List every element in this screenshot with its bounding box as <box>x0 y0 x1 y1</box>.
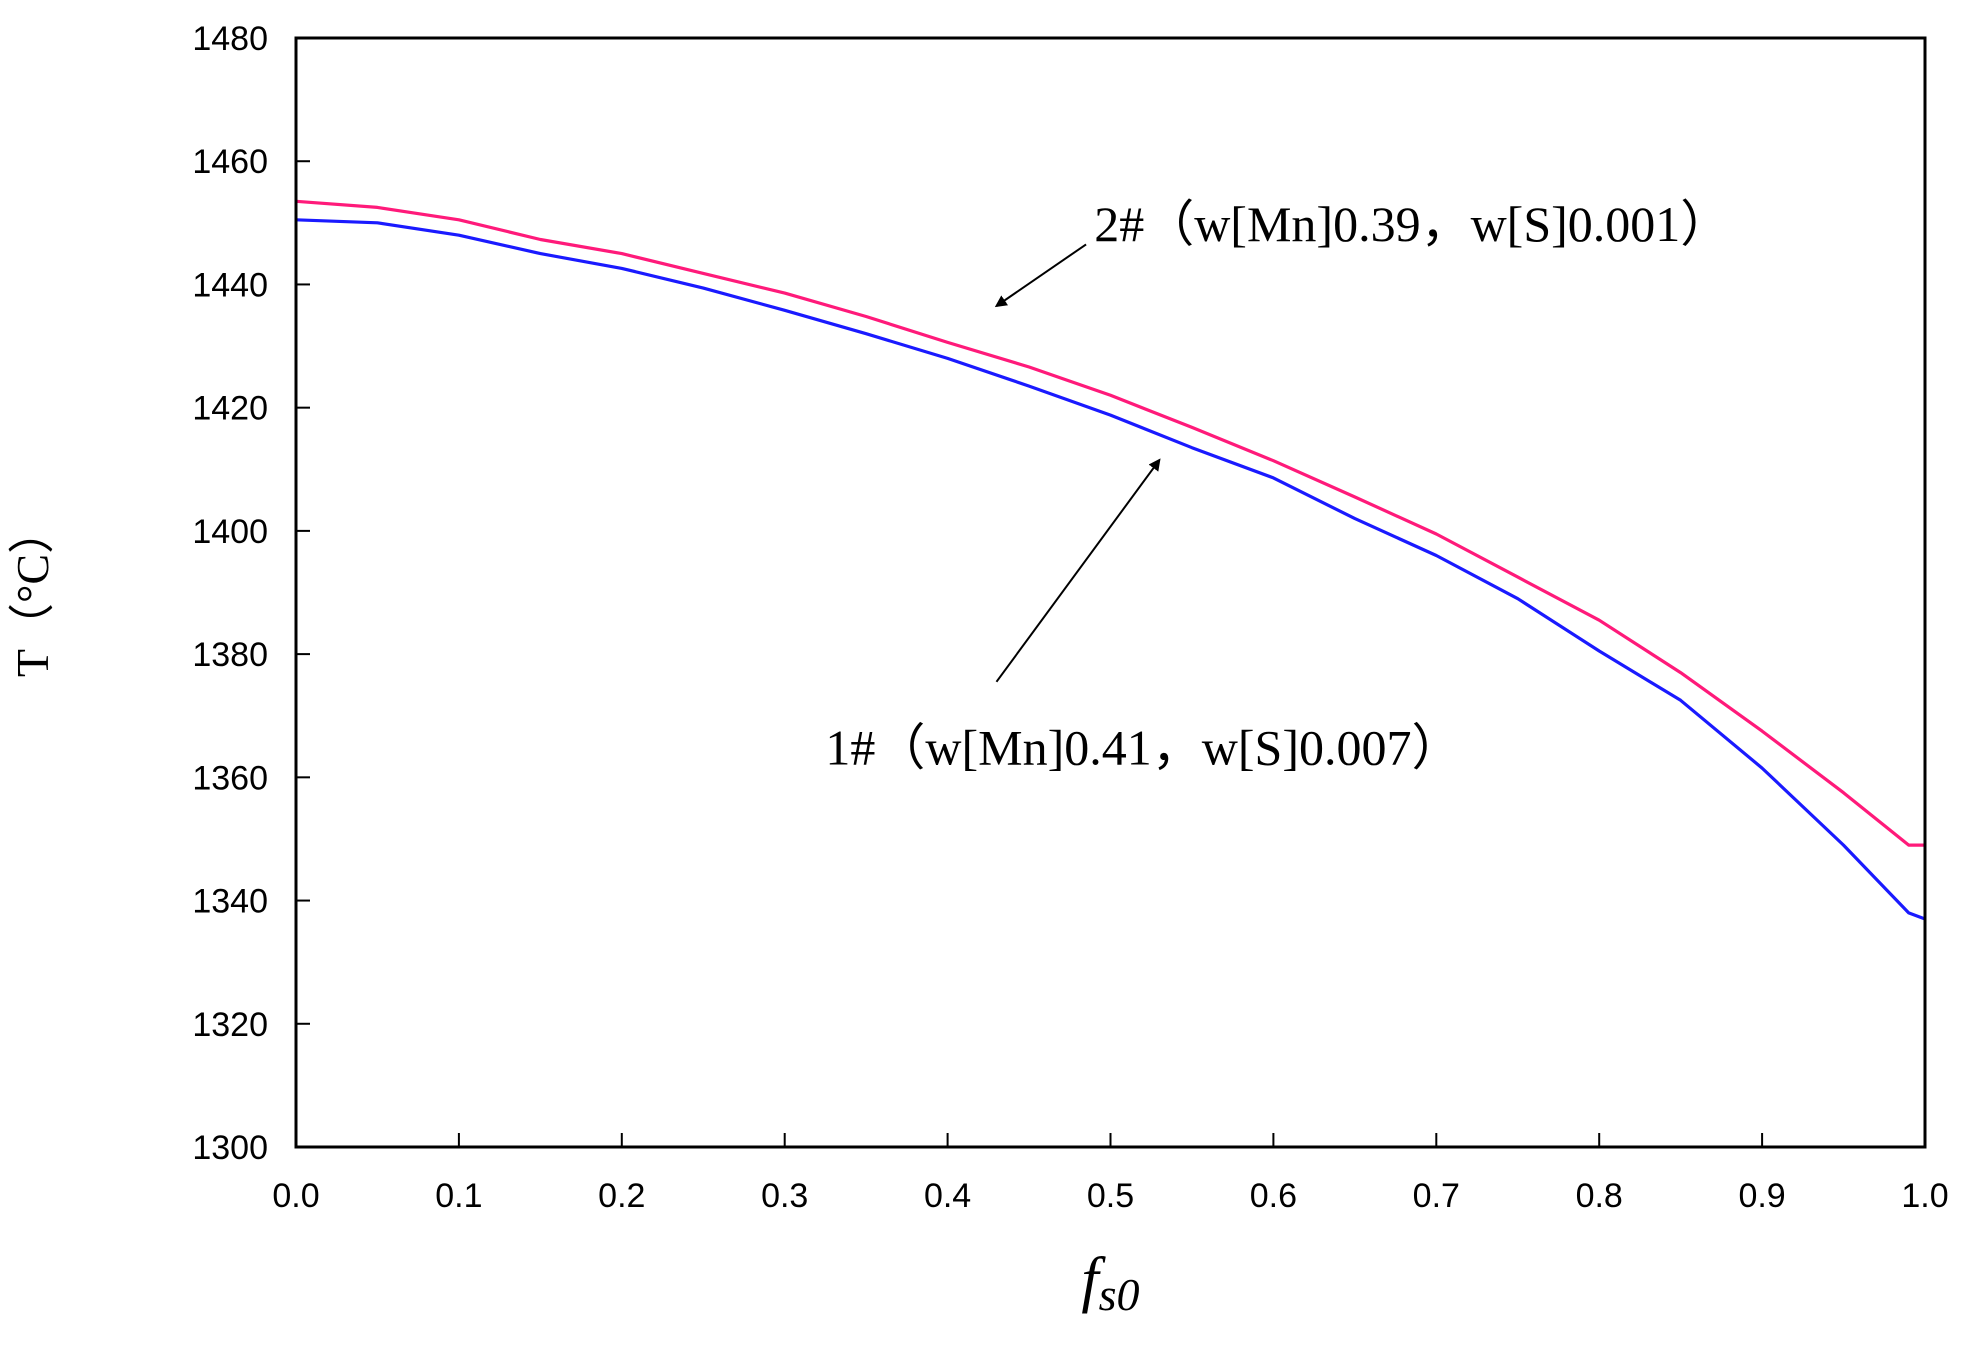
x-tick-label: 0.4 <box>924 1177 971 1215</box>
y-tick-label: 1480 <box>192 20 268 58</box>
series-line-2 <box>295 199 1925 847</box>
x-tick-label: 0.3 <box>761 1177 808 1215</box>
x-tick-label: 0.1 <box>435 1177 482 1215</box>
x-tick-label: 0.8 <box>1576 1177 1623 1215</box>
y-tick-label: 1460 <box>192 143 268 181</box>
y-tick-label: 1440 <box>192 266 268 304</box>
series-line-1 <box>295 218 1926 921</box>
annotations-layer: 2#（w[Mn]0.39，w[S]0.001） 1#（w[Mn]0.41，w[S]… <box>825 196 1730 776</box>
x-tick-label: 0.2 <box>598 1177 645 1215</box>
x-axis-title-subscript: s0 <box>1099 1269 1140 1320</box>
annotation-arrow <box>994 243 1087 308</box>
x-tick-label: 0.7 <box>1413 1177 1460 1215</box>
y-tick-label: 1400 <box>192 513 268 551</box>
y-tick-label: 1320 <box>192 1006 268 1044</box>
ticks-layer: 0.0 0.1 0.2 0.3 0.4 0.5 0.6 0.7 0.8 0.9 1.0 1300 132… <box>192 20 1948 1215</box>
x-tick-label: 0.0 <box>272 1177 319 1215</box>
x-tick-label: 1.0 <box>1901 1177 1948 1215</box>
y-tick-label: 1360 <box>192 759 268 797</box>
annotation-label: 2#（w[Mn]0.39，w[S]0.001） <box>1094 196 1730 252</box>
annotation-arrow <box>995 458 1161 683</box>
annotation-label: 1#（w[Mn]0.41，w[S]0.007） <box>825 720 1461 776</box>
x-tick-label: 0.9 <box>1738 1177 1785 1215</box>
y-tick-label: 1380 <box>192 636 268 674</box>
series-layer <box>295 199 1926 921</box>
y-tick-label: 1300 <box>192 1129 268 1167</box>
x-tick-label: 0.5 <box>1087 1177 1134 1215</box>
x-axis-title: fs0 <box>1081 1246 1139 1320</box>
x-tick-label: 0.6 <box>1250 1177 1297 1215</box>
y-tick-label: 1340 <box>192 883 268 921</box>
y-axis-title: T（°C） <box>7 508 58 677</box>
y-tick-label: 1420 <box>192 390 268 428</box>
